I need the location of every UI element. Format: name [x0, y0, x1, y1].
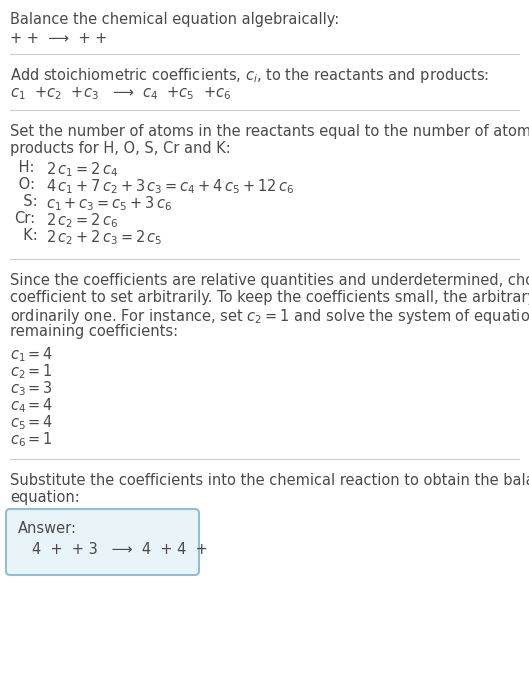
Text: $c_6 = 1$: $c_6 = 1$	[10, 430, 53, 449]
Text: $c_1 = 4$: $c_1 = 4$	[10, 345, 53, 364]
Text: H:: H:	[14, 160, 34, 175]
Text: Cr:: Cr:	[14, 211, 35, 226]
Text: Since the coefficients are relative quantities and underdetermined, choose a: Since the coefficients are relative quan…	[10, 273, 529, 288]
Text: + +  ⟶  + +: + + ⟶ + +	[10, 31, 107, 46]
Text: S:: S:	[14, 194, 38, 209]
Text: equation:: equation:	[10, 490, 80, 505]
Text: K:: K:	[14, 228, 38, 243]
Text: Add stoichiometric coefficients, $c_i$, to the reactants and products:: Add stoichiometric coefficients, $c_i$, …	[10, 66, 489, 85]
Text: ordinarily one. For instance, set $c_2 = 1$ and solve the system of equations fo: ordinarily one. For instance, set $c_2 =…	[10, 307, 529, 326]
Text: Set the number of atoms in the reactants equal to the number of atoms in the: Set the number of atoms in the reactants…	[10, 124, 529, 139]
Text: coefficient to set arbitrarily. To keep the coefficients small, the arbitrary va: coefficient to set arbitrarily. To keep …	[10, 290, 529, 305]
Text: $c_1 + c_3 = c_5 + 3\,c_6$: $c_1 + c_3 = c_5 + 3\,c_6$	[46, 194, 172, 212]
Text: products for H, O, S, Cr and K:: products for H, O, S, Cr and K:	[10, 141, 231, 156]
Text: 4  +  + 3   ⟶  4  + 4  +: 4 + + 3 ⟶ 4 + 4 +	[32, 542, 208, 557]
Text: $c_1$  +$c_2$  +$c_3$   ⟶  $c_4$  +$c_5$  +$c_6$: $c_1$ +$c_2$ +$c_3$ ⟶ $c_4$ +$c_5$ +$c_6…	[10, 85, 231, 102]
Text: $c_5 = 4$: $c_5 = 4$	[10, 413, 53, 432]
Text: $2\,c_1 = 2\,c_4$: $2\,c_1 = 2\,c_4$	[46, 160, 118, 179]
Text: remaining coefficients:: remaining coefficients:	[10, 324, 178, 339]
Text: Balance the chemical equation algebraically:: Balance the chemical equation algebraica…	[10, 12, 339, 27]
Text: Answer:: Answer:	[18, 521, 77, 536]
Text: $2\,c_2 + 2\,c_3 = 2\,c_5$: $2\,c_2 + 2\,c_3 = 2\,c_5$	[46, 228, 162, 247]
FancyBboxPatch shape	[6, 509, 199, 575]
Text: $c_2 = 1$: $c_2 = 1$	[10, 362, 53, 380]
Text: $c_3 = 3$: $c_3 = 3$	[10, 379, 53, 398]
Text: $4\,c_1 + 7\,c_2 + 3\,c_3 = c_4 + 4\,c_5 + 12\,c_6$: $4\,c_1 + 7\,c_2 + 3\,c_3 = c_4 + 4\,c_5…	[46, 177, 295, 196]
Text: $c_4 = 4$: $c_4 = 4$	[10, 396, 53, 415]
Text: Substitute the coefficients into the chemical reaction to obtain the balanced: Substitute the coefficients into the che…	[10, 473, 529, 488]
Text: O:: O:	[14, 177, 35, 192]
Text: $2\,c_2 = 2\,c_6$: $2\,c_2 = 2\,c_6$	[46, 211, 118, 229]
